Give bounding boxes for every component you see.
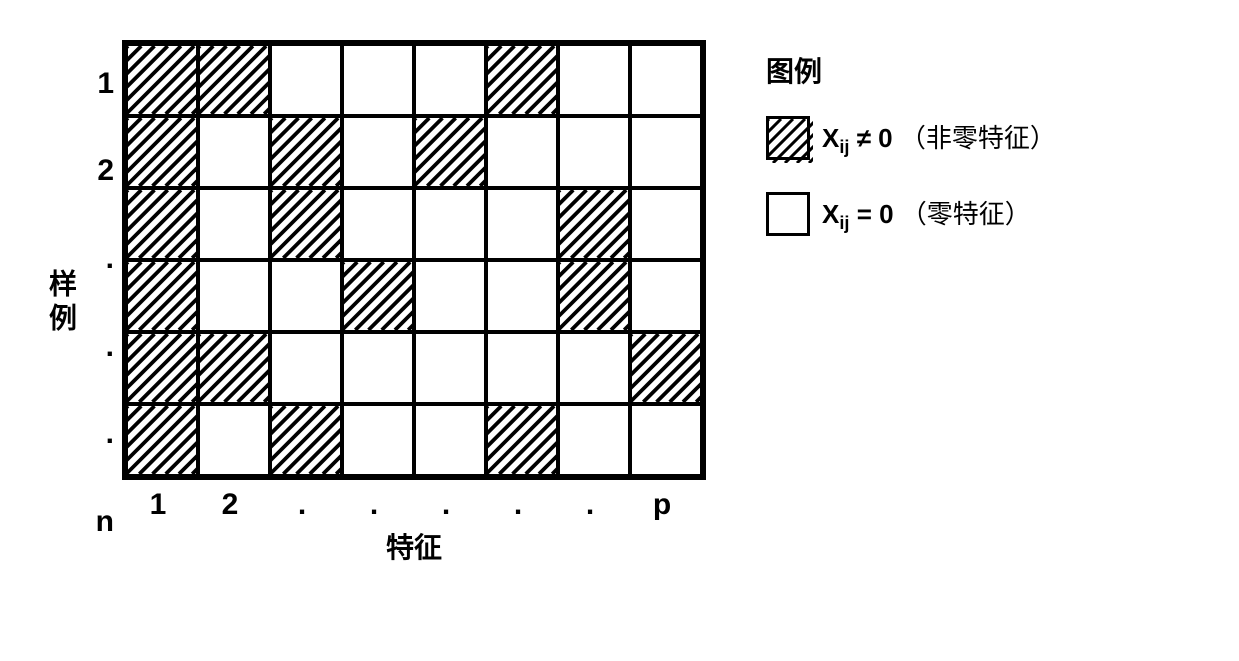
x-axis-label: 特征: [122, 526, 706, 566]
cell-zero: [198, 188, 270, 260]
y-axis-label-wrap: 样例: [40, 269, 80, 337]
legend-swatch-empty: [766, 192, 810, 236]
cell-zero: [414, 404, 486, 476]
cell-nonzero: [270, 116, 342, 188]
cell-nonzero: [558, 188, 630, 260]
col-label: .: [338, 488, 410, 522]
cell-nonzero: [414, 116, 486, 188]
col-label: .: [266, 488, 338, 522]
cell-zero: [558, 116, 630, 188]
legend-rel: ≠ 0: [857, 123, 893, 153]
cell-zero: [486, 188, 558, 260]
cell-zero: [270, 332, 342, 404]
cell-nonzero: [126, 116, 198, 188]
cell-nonzero: [342, 260, 414, 332]
col-label: 2: [194, 488, 266, 522]
cell-zero: [630, 44, 702, 116]
row-label: 2: [88, 135, 114, 207]
legend-var: X: [822, 199, 839, 229]
row-labels: 1 2... n: [88, 40, 114, 566]
cell-zero: [486, 260, 558, 332]
legend-rel: = 0: [857, 199, 894, 229]
matrix-block: 样例 12...n 12.....p 特征: [40, 40, 706, 566]
cell-nonzero: [126, 332, 198, 404]
legend-note: （零特征）: [901, 200, 1031, 229]
col-label: .: [554, 488, 626, 522]
matrix-with-labels: 12...n 12.....p 特征: [88, 40, 706, 566]
col-label: .: [482, 488, 554, 522]
legend-item-nonzero: Xij ≠ 0 （非零特征）: [766, 116, 1056, 160]
legend-item-zero: Xij = 0 （零特征）: [766, 192, 1056, 236]
legend-text-nonzero: Xij ≠ 0 （非零特征）: [822, 118, 1056, 158]
cell-zero: [558, 332, 630, 404]
cell-nonzero: [198, 44, 270, 116]
row-label: .: [88, 311, 114, 383]
legend-sub: ij: [839, 213, 849, 233]
cell-zero: [342, 44, 414, 116]
col-labels: 12.....p: [122, 488, 706, 522]
cell-zero: [486, 116, 558, 188]
legend-title: 图例: [766, 50, 1056, 90]
cell-nonzero: [486, 44, 558, 116]
cell-zero: [630, 404, 702, 476]
cell-nonzero: [486, 404, 558, 476]
cell-nonzero: [270, 404, 342, 476]
legend-sub: ij: [839, 137, 849, 157]
cell-zero: [558, 44, 630, 116]
cell-nonzero: [126, 260, 198, 332]
cell-zero: [342, 332, 414, 404]
figure-container: 样例 12...n 12.....p 特征 图例 Xij ≠ 0 （非零特征）: [40, 40, 1199, 566]
cell-zero: [342, 116, 414, 188]
cell-zero: [414, 188, 486, 260]
cell-nonzero: [558, 260, 630, 332]
legend-swatch-hatched: [766, 116, 810, 160]
row-label: .: [88, 398, 114, 470]
cell-nonzero: [126, 188, 198, 260]
cell-zero: [342, 404, 414, 476]
cell-zero: [198, 260, 270, 332]
cell-zero: [198, 116, 270, 188]
legend-text-zero: Xij = 0 （零特征）: [822, 194, 1031, 234]
cell-zero: [342, 188, 414, 260]
cell-zero: [270, 260, 342, 332]
cell-zero: [270, 44, 342, 116]
row-label: .: [88, 223, 114, 295]
legend-note: （非零特征）: [900, 124, 1056, 153]
col-label: 1: [122, 488, 194, 522]
row-label: 1: [88, 48, 114, 120]
cell-nonzero: [126, 44, 198, 116]
row-label: n: [88, 486, 114, 558]
cell-zero: [630, 116, 702, 188]
cell-zero: [630, 260, 702, 332]
cell-zero: [558, 404, 630, 476]
col-label: p: [626, 488, 698, 522]
cell-zero: [630, 188, 702, 260]
cell-nonzero: [198, 332, 270, 404]
legend: 图例 Xij ≠ 0 （非零特征） Xij = 0 （零特征）: [766, 50, 1056, 268]
col-label: .: [410, 488, 482, 522]
cell-nonzero: [270, 188, 342, 260]
cell-zero: [414, 260, 486, 332]
cell-zero: [486, 332, 558, 404]
legend-var: X: [822, 123, 839, 153]
cell-nonzero: [630, 332, 702, 404]
y-axis-label: 样例: [40, 269, 80, 337]
cell-nonzero: [126, 404, 198, 476]
cell-zero: [198, 404, 270, 476]
cell-zero: [414, 44, 486, 116]
cell-zero: [414, 332, 486, 404]
matrix-grid: [122, 40, 706, 480]
